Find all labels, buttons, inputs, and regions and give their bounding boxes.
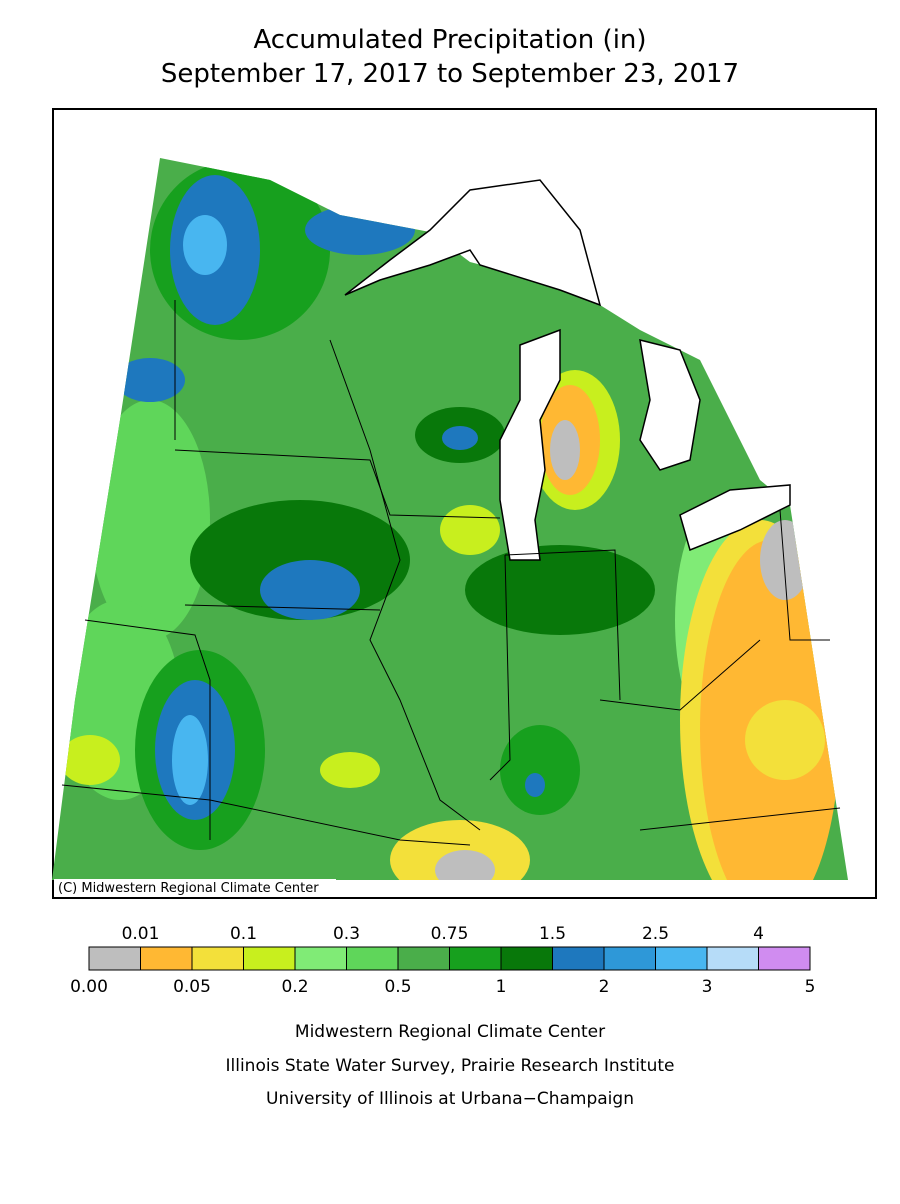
- legend-swatch: [140, 946, 193, 971]
- legend-label: 1: [496, 977, 507, 997]
- legend-swatch: [706, 946, 759, 971]
- legend-label: 2.5: [642, 924, 669, 944]
- legend-swatch: [346, 946, 399, 971]
- legend-label: 0.3: [333, 924, 360, 944]
- legend-label: 0.75: [431, 924, 469, 944]
- legend-swatch: [655, 946, 708, 971]
- legend-label: 0.2: [281, 977, 308, 997]
- footer-line: Illinois State Water Survey, Prairie Res…: [226, 1056, 675, 1076]
- legend-label: 2: [599, 977, 610, 997]
- legend-label: 0.05: [173, 977, 211, 997]
- title-line: Accumulated Precipitation (in): [253, 25, 646, 55]
- footer-line: Midwestern Regional Climate Center: [295, 1022, 605, 1042]
- legend-label: 0.5: [384, 977, 411, 997]
- title-line: September 17, 2017 to September 23, 2017: [161, 59, 739, 89]
- legend-label: 3: [702, 977, 713, 997]
- legend-swatch: [191, 946, 244, 971]
- legend-label: 0.01: [122, 924, 160, 944]
- legend-swatch: [552, 946, 605, 971]
- legend-label: 4: [753, 924, 764, 944]
- legend-label: 0.1: [230, 924, 257, 944]
- legend: 0.00 0.01 0.05 0.1 0.2 0.3 0.5 0.75 1 1.5 2 2.5 3 4 5: [70, 924, 815, 997]
- legend-swatch: [397, 946, 450, 971]
- legend-swatch: [449, 946, 502, 971]
- legend-label: 1.5: [539, 924, 566, 944]
- map: (C) Midwestern Regional Climate Center: [52, 108, 877, 899]
- legend-swatch: [603, 946, 656, 971]
- legend-swatch: [500, 946, 553, 971]
- footer-line: University of Illinois at Urbana−Champai…: [266, 1089, 634, 1109]
- legend-label: 5: [805, 977, 816, 997]
- map-credit: (C) Midwestern Regional Climate Center: [58, 881, 319, 896]
- legend-label: 0.00: [70, 977, 108, 997]
- legend-swatch: [294, 946, 347, 971]
- legend-swatch: [88, 946, 141, 971]
- legend-swatch: [758, 946, 811, 971]
- legend-swatch: [243, 946, 296, 971]
